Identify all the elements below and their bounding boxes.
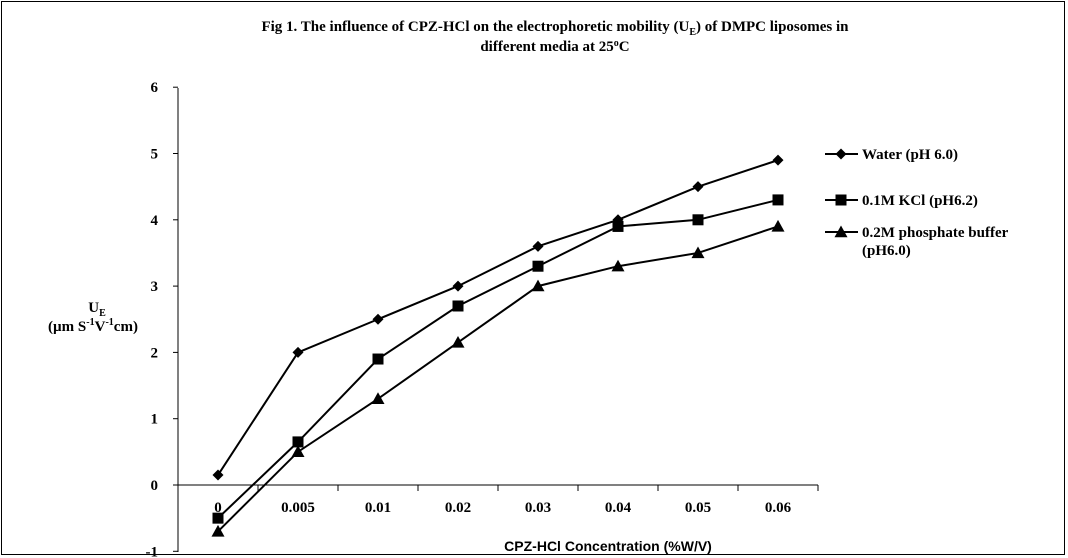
data-point: [372, 353, 384, 365]
y-tick-label: 3: [151, 279, 159, 295]
x-axis-label: CPZ-HCl Concentration (%W/V): [504, 538, 712, 554]
x-tick-label: 0.02: [445, 500, 471, 516]
data-point: [692, 181, 704, 193]
series-2: [212, 194, 784, 524]
data-point: [772, 194, 784, 206]
data-point: [292, 436, 304, 448]
x-tick-label: 0.06: [765, 500, 792, 516]
legend-item-2: 0.1M KCl (pH6.2): [825, 193, 978, 209]
data-point: [371, 392, 385, 405]
legend-label: 0.2M phosphate buffer: [862, 225, 1009, 241]
chart-title-line2: different media at 25oC: [480, 38, 629, 55]
legend-marker: [835, 148, 847, 160]
legend-label-line2: (pH6.0): [862, 243, 911, 259]
series-group: [211, 154, 785, 537]
x-tick-label: 0.03: [525, 500, 551, 516]
legend-marker: [834, 225, 848, 238]
y-tick-label: 4: [151, 213, 159, 229]
x-ticks: 0 0.005 0.01 0.02 0.03 0.04 0.05 0.06: [177, 485, 819, 516]
data-point: [452, 300, 464, 312]
data-point: [212, 469, 224, 481]
y-tick-label: 2: [151, 345, 159, 361]
x-tick-label: 0.04: [605, 500, 632, 516]
chart-title-line1: Fig 1. The influence of CPZ-HCl on the e…: [261, 19, 849, 38]
y-tick-label: 5: [151, 147, 159, 163]
x-tick-label: 0.005: [281, 500, 315, 516]
series-line: [217, 159, 779, 476]
data-point: [212, 512, 224, 524]
series-1: [212, 154, 784, 481]
y-tick-label: 0: [151, 478, 159, 494]
legend-item-1: Water (pH 6.0): [825, 147, 958, 163]
data-point: [772, 154, 784, 166]
y-tick-label: 1: [151, 412, 159, 428]
y-tick-label: 6: [151, 80, 159, 96]
data-point: [292, 346, 304, 358]
data-point: [531, 279, 545, 292]
x-tick-label: 0: [214, 500, 222, 516]
data-point: [692, 214, 704, 226]
y-axis-label-line2: (µm S-1V-1cm): [48, 317, 138, 335]
series-line: [217, 225, 779, 533]
data-point: [532, 260, 544, 272]
data-point: [771, 219, 785, 232]
x-tick-label: 0.05: [685, 500, 711, 516]
data-point: [291, 445, 305, 458]
data-point: [211, 524, 225, 537]
data-point: [611, 259, 625, 272]
legend-item-3: 0.2M phosphate buffer (pH6.0): [825, 225, 1009, 259]
legend: Water (pH 6.0) 0.1M KCl (pH6.2) 0.2M phosp…: [825, 147, 1009, 259]
data-point: [612, 220, 624, 232]
series-3: [211, 219, 785, 537]
data-point: [451, 335, 465, 348]
x-tick-label: 0.01: [365, 500, 391, 516]
data-point: [532, 240, 544, 252]
legend-label: 0.1M KCl (pH6.2): [862, 193, 978, 209]
data-point: [452, 280, 464, 292]
legend-marker: [835, 194, 847, 206]
data-point: [372, 313, 384, 325]
series-line: [217, 198, 779, 519]
legend-label: Water (pH 6.0): [862, 147, 958, 163]
y-ticks: -1 0 1 2 3 4 5 6: [146, 80, 178, 558]
y-axis-label-line1: UE: [88, 300, 106, 319]
y-tick-label: -1: [146, 544, 159, 558]
data-point: [691, 246, 705, 259]
